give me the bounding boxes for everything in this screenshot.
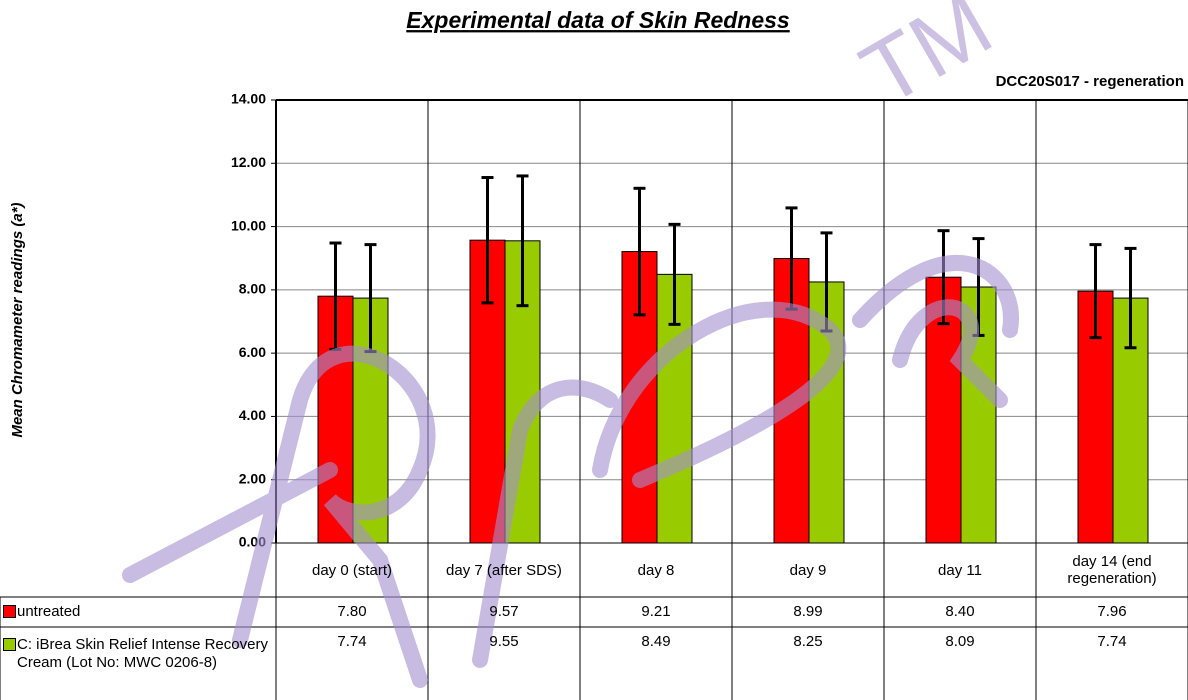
x-tick-label: day 9 (789, 561, 827, 579)
x-tick-label: day 7 (after SDS) (446, 561, 562, 579)
y-tick-label: 8.00 (239, 281, 266, 297)
table-value: 8.40 (945, 603, 975, 620)
y-axis-title: Mean Chromameter readings (a*) (9, 202, 26, 437)
y-tick-label: 10.00 (231, 217, 266, 233)
table-value: 7.96 (1097, 603, 1127, 620)
error-bar (481, 176, 494, 305)
x-tick-label: day 14 (end regeneration) (1067, 553, 1157, 587)
y-tick-label: 14.00 (231, 91, 266, 107)
error-bar (668, 222, 681, 326)
legend-label: C: iBrea Skin Relief Intense Recovery Cr… (17, 636, 268, 671)
y-tick-label: 2.00 (239, 470, 266, 486)
y-tick-label: 4.00 (239, 407, 266, 423)
table-value: 7.74 (337, 633, 367, 650)
table-value: 7.80 (337, 603, 367, 620)
table-value: 7.74 (1097, 633, 1127, 650)
table-value: 9.21 (641, 603, 671, 620)
error-bar (516, 174, 529, 308)
error-bar (633, 186, 646, 317)
x-tick-label: day 0 (start) (311, 561, 393, 579)
x-tick-label: day 8 (637, 561, 675, 579)
subtitle: DCC20S017 - regeneration (996, 73, 1184, 90)
watermark: TM (846, 0, 1009, 125)
table-value: 8.25 (793, 633, 823, 650)
table-value: 9.55 (489, 633, 519, 650)
table-value: 8.09 (945, 633, 975, 650)
y-tick-label: 12.00 (231, 154, 266, 170)
legend-swatch (3, 638, 16, 651)
logo-stroke (472, 301, 847, 668)
table-value: 8.49 (641, 633, 671, 650)
table-value: 8.99 (793, 603, 823, 620)
logo-stroke (852, 255, 1019, 408)
error-bar (1089, 243, 1102, 340)
chart-title: Experimental data of Skin Redness (406, 7, 789, 33)
legend-label: untreated (17, 603, 81, 620)
legend-swatch (3, 605, 16, 618)
table-value: 9.57 (489, 603, 519, 620)
logo-stroke (122, 345, 436, 688)
y-tick-label: 6.00 (239, 344, 266, 360)
x-tick-label: day 11 (938, 561, 982, 579)
logo-watermark (122, 255, 1019, 688)
error-bar (1124, 246, 1137, 350)
